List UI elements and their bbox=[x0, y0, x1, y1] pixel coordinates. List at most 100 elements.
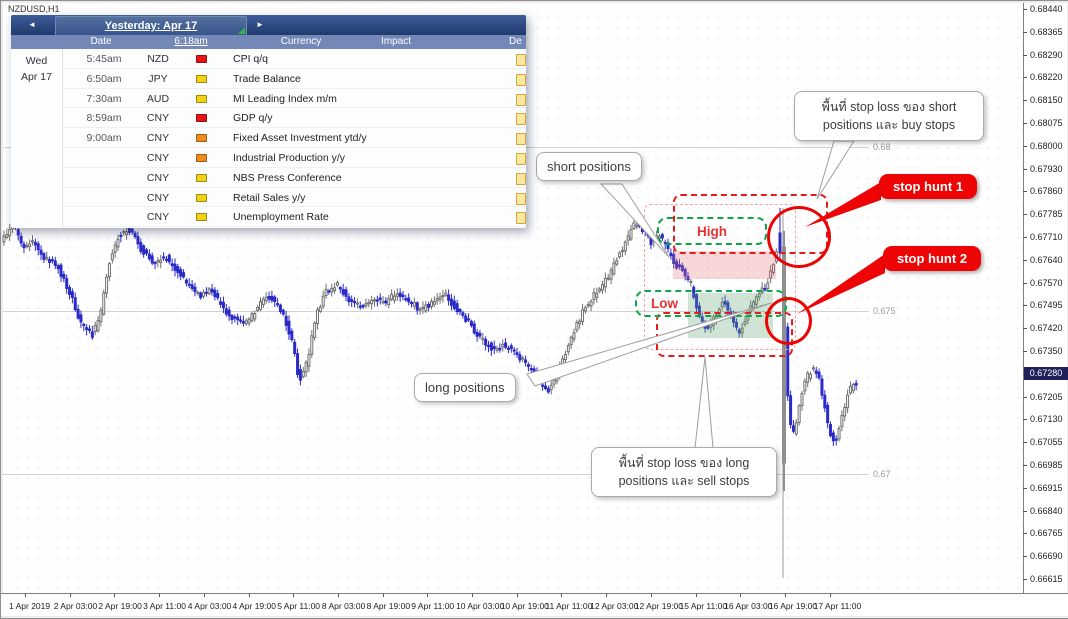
price-axis-label: 0.67930 bbox=[1030, 163, 1063, 174]
event-time: 7:30am bbox=[86, 92, 122, 105]
time-tick bbox=[561, 594, 563, 597]
short-stoploss-area-callout: พื้นที่ stop loss ของ short positions แล… bbox=[794, 91, 984, 142]
price-tick bbox=[1023, 9, 1027, 10]
calendar-next-arrow-icon[interactable]: ► bbox=[256, 20, 264, 29]
calendar-event-row[interactable]: CNY Retail Sales y/y bbox=[63, 188, 526, 208]
event-name: NBS Press Conference bbox=[233, 171, 342, 184]
event-detail-icon[interactable] bbox=[516, 133, 526, 146]
time-axis-label: 5 Apr 11:00 bbox=[277, 601, 321, 611]
price-axis-label: 0.68000 bbox=[1030, 140, 1063, 151]
price-axis-label: 0.67130 bbox=[1030, 414, 1063, 425]
calendar-column-headers: Date 6:18am Currency Impact De bbox=[11, 35, 526, 49]
impact-medium-icon bbox=[196, 153, 207, 162]
price-axis-label: 0.67785 bbox=[1030, 209, 1063, 220]
calendar-event-row[interactable]: 8:59am CNY GDP q/y bbox=[63, 108, 526, 129]
time-axis-label: 15 Apr 11:00 bbox=[679, 601, 728, 611]
stop-hunt-1-circle bbox=[767, 206, 831, 268]
time-axis-label: 3 Apr 11:00 bbox=[143, 601, 186, 611]
event-currency: CNY bbox=[146, 132, 170, 145]
time-axis-label: 8 Apr 03:00 bbox=[321, 601, 366, 611]
price-axis-label: 0.66840 bbox=[1030, 505, 1063, 516]
price-tick bbox=[1023, 54, 1027, 56]
event-name: GDP q/y bbox=[233, 112, 273, 125]
price-tick bbox=[1023, 305, 1027, 307]
low-zone-rect: Low bbox=[635, 290, 787, 317]
price-tick bbox=[1023, 351, 1027, 352]
impact-medium-icon bbox=[196, 134, 207, 143]
price-tick bbox=[1023, 214, 1027, 216]
event-detail-icon[interactable] bbox=[516, 172, 526, 185]
calendar-titlebar: ◄ Yesterday: Apr 17 ► bbox=[11, 15, 526, 36]
price-axis-label: 0.68075 bbox=[1030, 118, 1063, 128]
time-axis: 1 Apr 2019 2 Apr 03:00 2 Apr 19:00 3 Apr 11… bbox=[1, 594, 1068, 616]
event-detail-icon[interactable] bbox=[516, 54, 526, 66]
price-axis-label: 0.66690 bbox=[1030, 551, 1063, 562]
price-axis-label: 0.67640 bbox=[1030, 254, 1063, 265]
event-currency: CNY bbox=[146, 151, 170, 164]
time-tick bbox=[69, 594, 71, 597]
calendar-event-row[interactable]: CNY Industrial Production y/y bbox=[63, 148, 526, 168]
calendar-col-date: Date bbox=[90, 36, 112, 47]
price-tick bbox=[1023, 282, 1027, 284]
time-axis-label: 8 Apr 19:00 bbox=[366, 601, 411, 611]
impact-low-icon bbox=[196, 94, 207, 103]
event-name: Industrial Production y/y bbox=[233, 151, 346, 164]
calendar-col-time[interactable]: 6:18am bbox=[174, 36, 208, 47]
event-detail-icon[interactable] bbox=[516, 93, 526, 106]
price-tick bbox=[1023, 31, 1027, 33]
price-tick bbox=[1023, 487, 1027, 489]
time-tick bbox=[427, 594, 429, 597]
event-time: 5:45am bbox=[86, 53, 122, 65]
impact-high-icon bbox=[196, 114, 207, 123]
time-axis-label: 2 Apr 19:00 bbox=[98, 601, 142, 611]
price-axis-label: 0.66615 bbox=[1030, 574, 1063, 584]
price-axis-label: 0.67205 bbox=[1030, 391, 1063, 402]
price-tick bbox=[1023, 328, 1027, 330]
event-detail-icon[interactable] bbox=[516, 212, 526, 225]
long-positions-callout: long positions bbox=[414, 373, 516, 402]
event-currency: AUD bbox=[146, 92, 170, 105]
price-axis-label: 0.67710 bbox=[1030, 232, 1063, 242]
price-tick bbox=[1023, 556, 1027, 558]
calendar-day-tab[interactable]: Yesterday: Apr 17 bbox=[55, 16, 247, 36]
price-axis-label: 0.68440 bbox=[1030, 4, 1063, 14]
price-axis-label: 0.68365 bbox=[1030, 26, 1063, 37]
current-price-tag: 0.67280 bbox=[1024, 367, 1068, 381]
price-tick bbox=[1023, 77, 1027, 79]
event-name: Unemployment Rate bbox=[233, 211, 329, 224]
price-tick bbox=[1023, 419, 1027, 421]
event-detail-icon[interactable] bbox=[516, 152, 526, 165]
time-tick bbox=[25, 594, 26, 597]
calendar-event-row[interactable]: 7:30am AUD MI Leading Index m/m bbox=[63, 89, 526, 109]
price-axis: 0.68440 0.68365 0.68290 0.68220 0.68150 0.680… bbox=[1023, 3, 1067, 593]
event-name: CPI q/q bbox=[233, 53, 269, 65]
time-axis-label: 9 Apr 11:00 bbox=[411, 601, 455, 611]
event-detail-icon[interactable] bbox=[516, 73, 526, 86]
calendar-event-row[interactable]: CNY Unemployment Rate bbox=[63, 207, 526, 228]
price-axis-label: 0.67420 bbox=[1030, 323, 1063, 334]
price-tick bbox=[1023, 579, 1027, 580]
event-name: Retail Sales y/y bbox=[233, 191, 306, 204]
time-axis-label: 4 Apr 19:00 bbox=[232, 601, 276, 611]
calendar-event-row[interactable]: CNY NBS Press Conference bbox=[63, 168, 526, 188]
price-tick bbox=[1023, 168, 1027, 170]
calendar-prev-arrow-icon[interactable]: ◄ bbox=[28, 20, 36, 29]
calendar-col-currency: Currency bbox=[280, 36, 322, 47]
event-currency: CNY bbox=[146, 211, 170, 224]
time-tick bbox=[114, 594, 116, 597]
event-detail-icon[interactable] bbox=[516, 192, 526, 205]
price-axis-label: 0.68150 bbox=[1030, 95, 1063, 106]
time-tick bbox=[382, 594, 384, 597]
price-axis-label: 0.68290 bbox=[1030, 49, 1063, 60]
event-detail-icon[interactable] bbox=[516, 113, 526, 126]
impact-low-icon bbox=[196, 74, 207, 83]
price-axis-label: 0.67350 bbox=[1030, 346, 1063, 356]
calendar-event-row[interactable]: 9:00am CNY Fixed Asset Investment ytd/y bbox=[63, 128, 526, 148]
time-tick bbox=[784, 594, 786, 597]
price-axis-label: 0.68220 bbox=[1030, 72, 1063, 83]
calendar-event-row[interactable]: 5:45am NZD CPI q/q bbox=[63, 49, 526, 69]
stop-hunt-2-balloon: stop hunt 2 bbox=[883, 246, 982, 271]
time-tick bbox=[516, 594, 518, 597]
calendar-event-row[interactable]: 6:50am JPY Trade Balance bbox=[63, 69, 526, 89]
long-stoploss-area-callout: พื้นที่ stop loss ของ long positions และ… bbox=[591, 447, 777, 498]
